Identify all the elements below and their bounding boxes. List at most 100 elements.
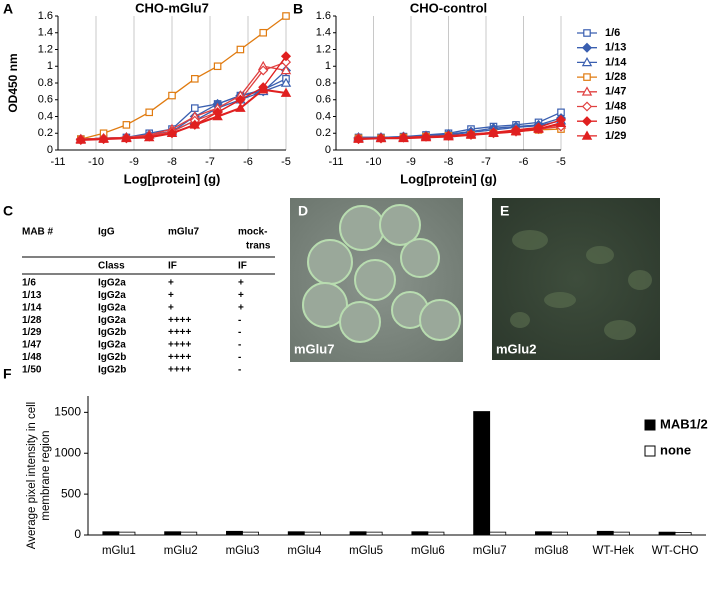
panel-label: D (298, 203, 308, 219)
point (510, 126, 522, 136)
x-tick-label: -5 (281, 156, 291, 168)
bar (180, 531, 198, 536)
legend-label: 1/48 (605, 100, 626, 112)
table-header: IF (238, 261, 247, 272)
legend-marker (583, 29, 591, 37)
x-tick-label: mGlu5 (349, 545, 383, 557)
y-tick-label: 1.4 (38, 27, 53, 39)
panel-label: C (3, 203, 13, 219)
y-tick-label: 1.6 (38, 10, 53, 22)
x-tick-label: -10 (88, 156, 104, 168)
bar (303, 531, 321, 536)
bar (674, 532, 692, 536)
point (443, 131, 454, 141)
table-cell: 1/50 (22, 364, 42, 375)
table-cell: + (168, 278, 174, 289)
panel-label: A (3, 1, 13, 17)
table-cell: ++++ (168, 327, 192, 338)
table-cell: IgG2a (98, 315, 126, 326)
x-tick-label: -11 (328, 156, 343, 168)
bar (118, 531, 136, 536)
legend-label: MAB1/28 (660, 416, 708, 431)
point (280, 87, 292, 97)
table-cell: IgG2a (98, 290, 126, 301)
legend-label: 1/29 (605, 130, 626, 142)
table-header: MAB # (22, 227, 54, 238)
table-header: Class (98, 261, 125, 272)
x-tick-label: -10 (366, 156, 382, 168)
y-tick-label: 500 (61, 486, 81, 500)
legend-label: 1/50 (605, 115, 626, 127)
table-cell: ++++ (168, 364, 192, 375)
table-cell: 1/14 (22, 302, 42, 313)
bar (612, 531, 630, 536)
x-tick-label: mGlu4 (287, 545, 321, 557)
table-cell: ++++ (168, 315, 192, 326)
point (145, 108, 154, 117)
point (121, 132, 132, 143)
table-cell: 1/47 (22, 340, 42, 351)
x-tick-label: mGlu1 (102, 545, 136, 557)
bar (365, 531, 383, 536)
x-tick-label: mGlu2 (164, 545, 198, 557)
y-tick-label: 0.8 (38, 77, 53, 89)
y-axis-label: Average pixel intensity in cell (26, 402, 38, 549)
table-cell: IgG2b (98, 352, 126, 363)
y-tick-label: 1.6 (316, 10, 331, 22)
table-cell: - (238, 315, 241, 326)
bar (535, 531, 552, 536)
x-tick-label: mGlu7 (473, 545, 507, 557)
legend-label: 1/6 (605, 27, 620, 39)
table-cell: 1/48 (22, 352, 42, 363)
x-tick-label: -6 (243, 156, 253, 168)
x-tick-label: -8 (444, 156, 454, 168)
series-line (358, 122, 562, 141)
image-label: mGlu2 (496, 341, 536, 356)
table-cell: - (238, 340, 241, 351)
point (353, 133, 364, 143)
point (375, 132, 387, 143)
legend-marker (581, 86, 593, 96)
y-tick-label: 0.6 (316, 94, 331, 106)
x-tick-label: mGlu8 (535, 545, 569, 557)
bar (102, 531, 120, 536)
table-cell: + (238, 278, 244, 289)
point (143, 132, 155, 142)
point (166, 127, 178, 138)
table-header: trans (246, 241, 271, 252)
table-cell: 1/6 (22, 278, 36, 289)
x-tick-label: -8 (167, 156, 177, 168)
legend-label: 1/28 (605, 71, 626, 83)
y-tick-label: 0 (47, 144, 53, 156)
point (488, 127, 499, 138)
x-tick-label: WT-Hek (593, 545, 635, 557)
table-cell: - (238, 327, 241, 338)
point (282, 12, 290, 20)
table-cell: IgG2a (98, 340, 126, 351)
y-tick-label: 0 (325, 144, 331, 156)
point (257, 84, 269, 94)
x-tick-label: -7 (205, 156, 215, 168)
image-label: mGlu7 (294, 341, 334, 356)
bar (596, 530, 614, 536)
bar (489, 531, 507, 536)
point (235, 102, 246, 112)
bar (226, 530, 243, 536)
legend-label: 1/47 (605, 86, 626, 98)
y-tick-label: 0.6 (38, 94, 53, 106)
table-cell: + (238, 302, 244, 313)
x-axis-label: Log[protein] (g) (124, 171, 221, 186)
y-tick-label: 1000 (54, 445, 81, 459)
x-axis-label: Log[protein] (g) (400, 171, 497, 186)
x-tick-label: -7 (481, 156, 491, 168)
y-tick-label: 1500 (54, 405, 81, 419)
table-cell: 1/29 (22, 327, 42, 338)
point (280, 65, 292, 75)
x-tick-label: WT-CHO (652, 545, 699, 557)
y-tick-label: 0.2 (38, 127, 53, 139)
legend-marker (581, 42, 593, 53)
point (213, 62, 222, 71)
bar (242, 531, 259, 536)
table-cell: + (238, 290, 244, 301)
panel-label: E (500, 203, 509, 219)
